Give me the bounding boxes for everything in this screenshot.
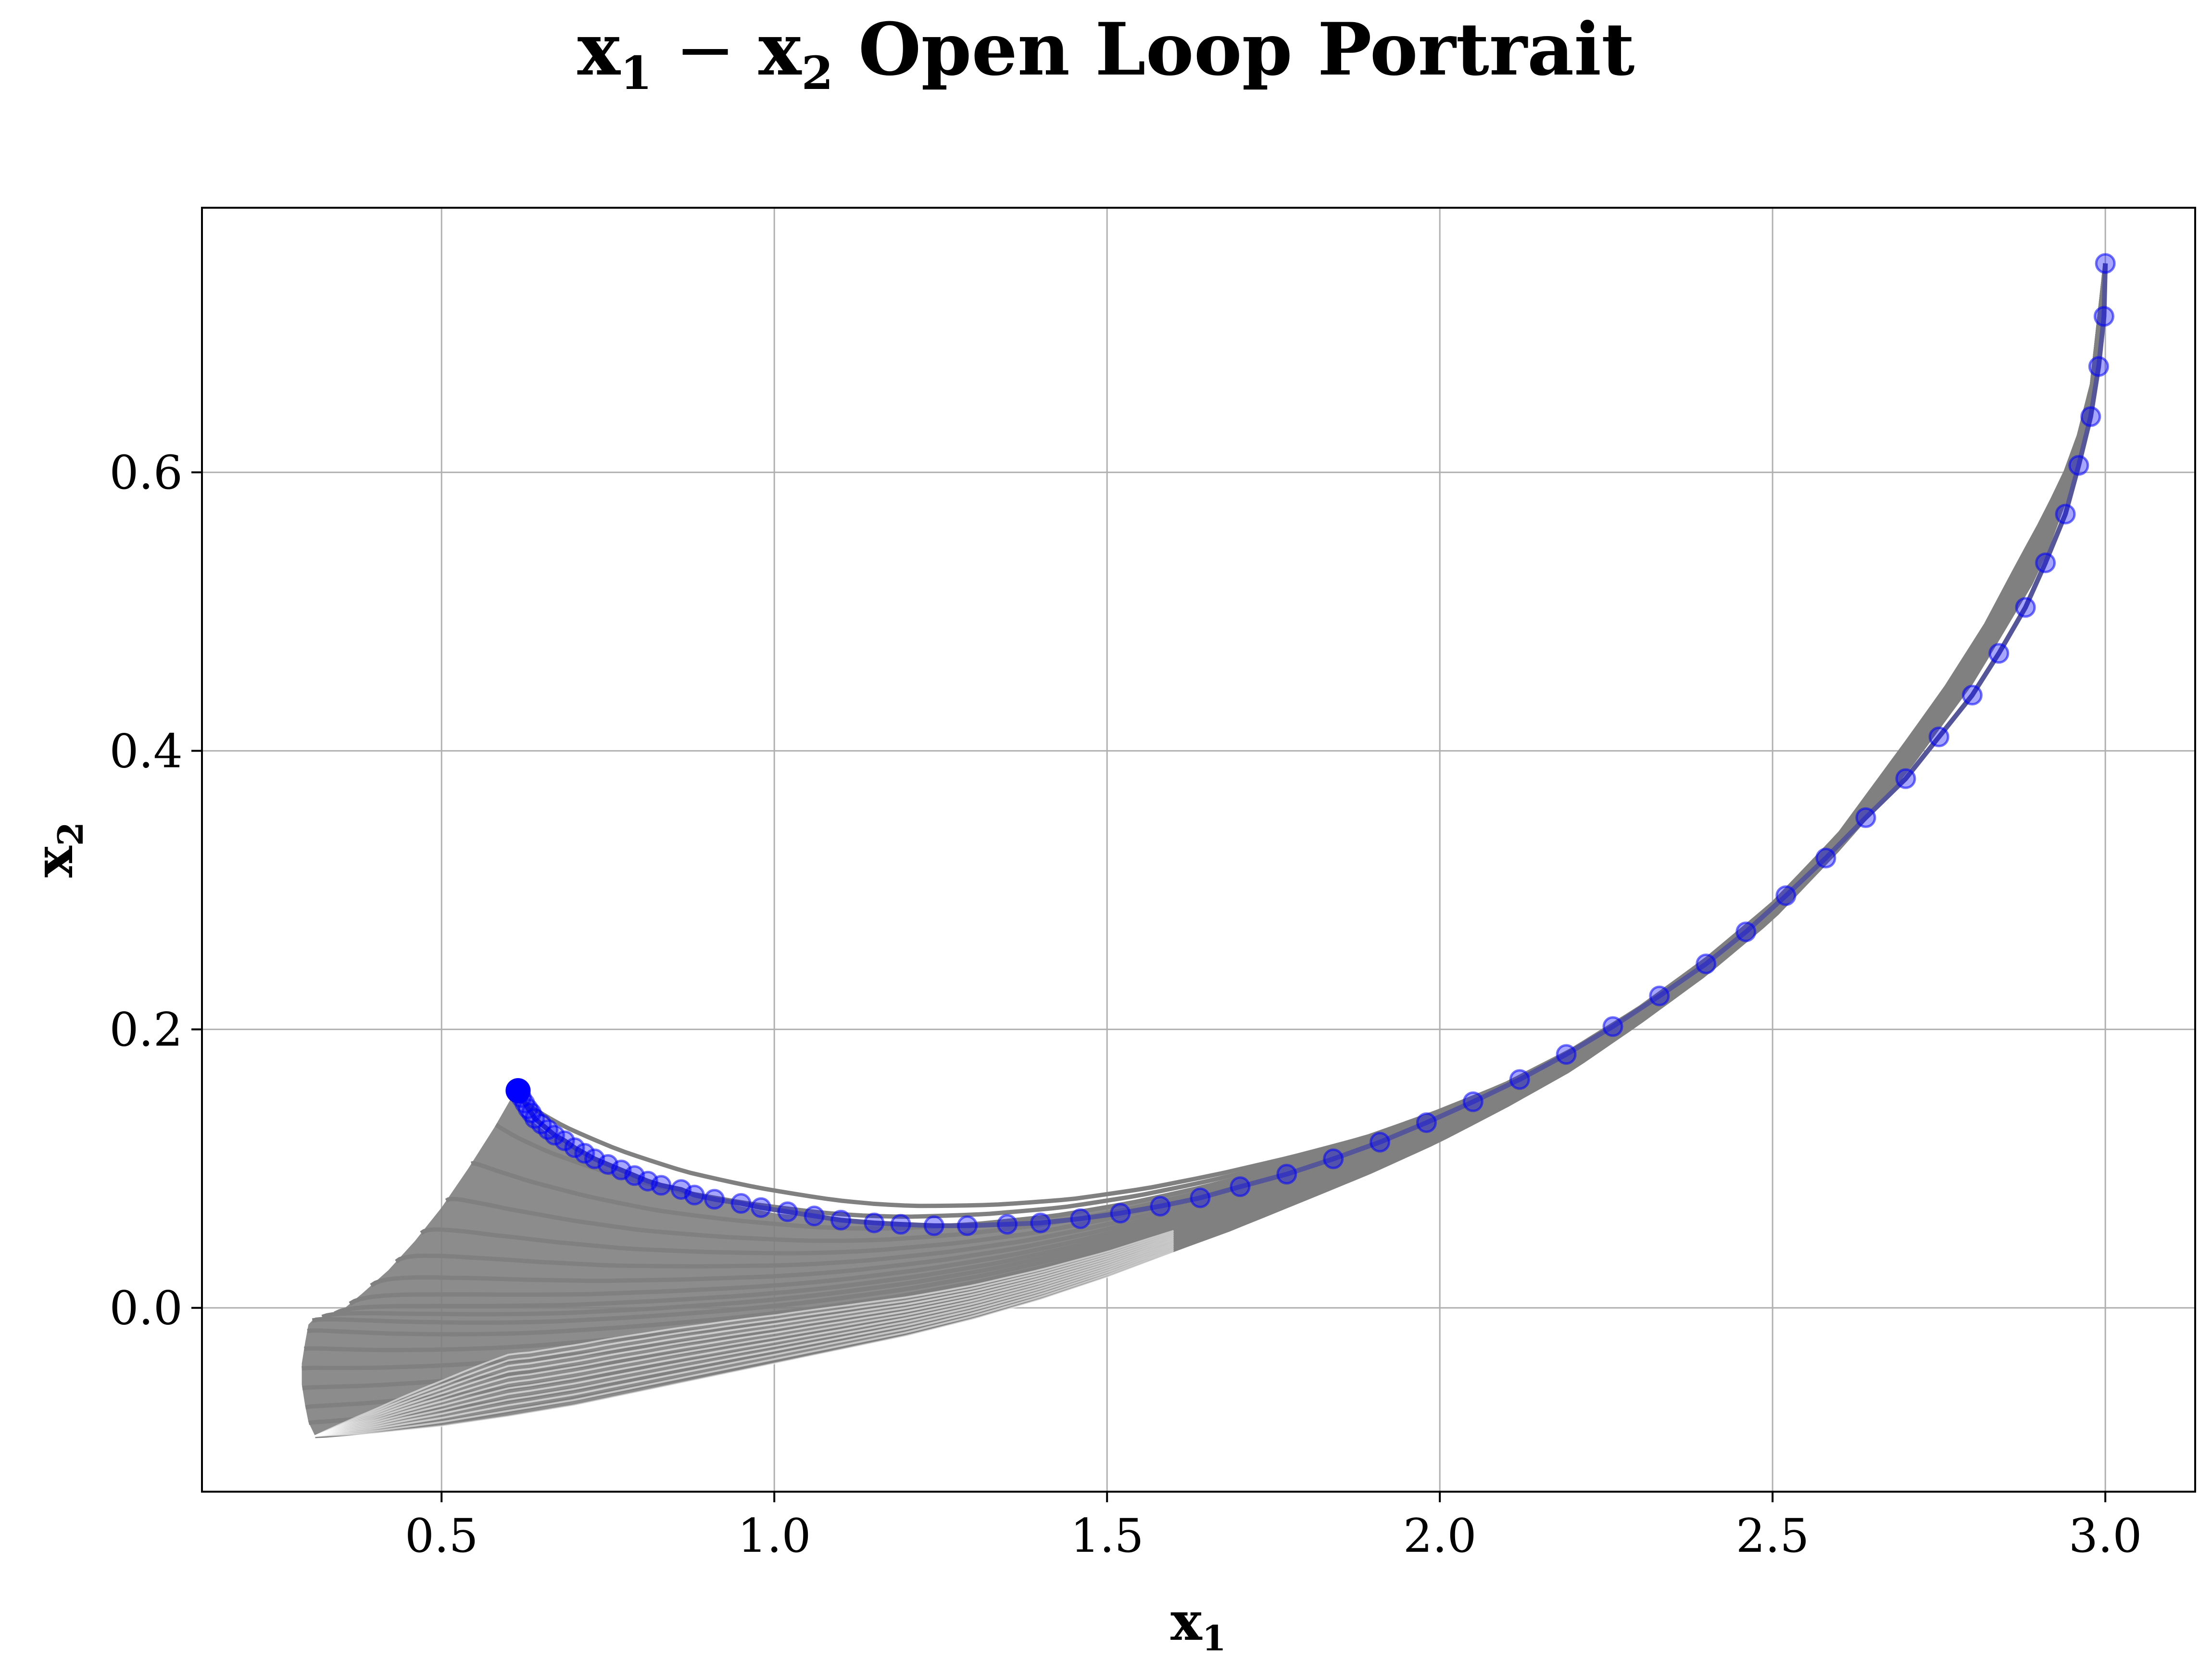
trajectory-point	[554, 1130, 575, 1151]
trajectory-point	[2035, 552, 2056, 573]
trajectory-point	[1696, 953, 1717, 974]
x-tick-label: 1.5	[1070, 1509, 1144, 1563]
trajectory-point	[890, 1214, 911, 1235]
trajectory-line	[314, 1239, 1174, 1437]
y-axis-label-sub: 2	[50, 822, 91, 846]
x-tick-label: 3.0	[2069, 1509, 2142, 1563]
y-tick-label: 0.2	[109, 1003, 183, 1057]
x-tick-label: 2.0	[1403, 1509, 1477, 1563]
trajectory-line	[495, 263, 2108, 1219]
trajectory-line	[445, 263, 2108, 1243]
trajectory-point	[1815, 847, 1836, 868]
trajectory-point	[1928, 726, 1949, 747]
x-axis-label-var: x	[1170, 1590, 1203, 1652]
y-axis-label-var: x	[23, 845, 85, 878]
trajectory-point	[804, 1206, 825, 1227]
trajectory-point	[2080, 406, 2101, 427]
trajectory-line	[314, 1245, 1174, 1437]
trajectory-point	[730, 1193, 752, 1214]
trajectory-point	[1775, 885, 1797, 906]
trajectory-line	[314, 1230, 1174, 1437]
trajectory-point	[1323, 1148, 1344, 1169]
trajectory-point	[957, 1215, 978, 1236]
x-axis-label-sub: 1	[1202, 1618, 1226, 1659]
trajectory-point	[1855, 807, 1876, 828]
trajectory-line	[314, 1241, 1174, 1437]
trajectory-point	[1988, 643, 2010, 664]
trajectory-point	[1030, 1212, 1051, 1233]
trajectory-fan-fill	[302, 263, 2106, 1436]
trajectory-point	[923, 1215, 944, 1236]
trajectory-point	[777, 1201, 798, 1222]
trajectory-point	[751, 1197, 772, 1218]
trajectory-point	[670, 1179, 691, 1200]
y-tick-label: 0.0	[109, 1282, 183, 1335]
trajectory-point	[2095, 253, 2116, 274]
trajectory-line	[314, 1243, 1174, 1437]
trajectory-point	[1150, 1195, 1171, 1217]
trajectory-line	[315, 1251, 1174, 1437]
trajectory-point	[1070, 1208, 1091, 1229]
y-axis-ticks: 0.0 0.2 0.4 0.6	[109, 446, 202, 1335]
trajectory-point	[864, 1212, 885, 1233]
trajectory-point	[584, 1148, 605, 1169]
trajectory-point	[997, 1214, 1018, 1235]
trajectory-point	[1416, 1112, 1437, 1133]
trajectory-point	[2088, 356, 2109, 377]
y-axis-label: x2	[23, 822, 91, 878]
trajectory-end-point	[505, 1078, 531, 1103]
x-tick-label: 0.5	[405, 1509, 478, 1563]
trajectory-line	[315, 1249, 1174, 1437]
trajectory-point	[1190, 1187, 1211, 1208]
trajectory-point	[1509, 1069, 1530, 1090]
trajectory-point	[574, 1143, 595, 1164]
trajectory-line	[420, 263, 2108, 1256]
trajectory-point	[1276, 1164, 1297, 1185]
trajectory-line	[315, 1247, 1174, 1437]
trajectory-point	[2093, 306, 2114, 327]
x-axis-label: x1	[1170, 1590, 1226, 1659]
y-tick-label: 0.4	[109, 724, 183, 778]
title-sub-1: 1	[620, 47, 652, 100]
title-sub-2: 2	[802, 47, 833, 100]
trajectory-line	[314, 1233, 1174, 1437]
trajectory-point	[1602, 1016, 1623, 1037]
trajectory-line	[314, 1237, 1174, 1437]
trajectory-point	[1110, 1203, 1131, 1224]
title-var-2: x	[758, 7, 802, 92]
trajectory-line	[314, 1232, 1174, 1437]
trajectory-point	[1370, 1131, 1391, 1153]
trajectory-point	[1230, 1176, 1251, 1197]
highlighted-trajectory	[505, 253, 2116, 1236]
trajectory-point	[2055, 503, 2076, 525]
trajectory-point	[704, 1189, 725, 1210]
trajectory-point	[1556, 1044, 1577, 1065]
trajectory-point	[1895, 768, 1916, 789]
trajectory-line	[314, 1235, 1174, 1437]
y-tick-label: 0.6	[109, 446, 183, 500]
title-rest: Open Loop Portrait	[833, 7, 1635, 92]
trajectory-line	[395, 263, 2108, 1269]
title-operator: −	[652, 8, 758, 92]
trajectory-line	[513, 263, 2108, 1208]
trajectory-point	[1462, 1091, 1483, 1112]
trajectory-point	[1961, 685, 1983, 706]
trajectory-point	[1735, 921, 1757, 943]
trajectory-point	[1649, 985, 1670, 1006]
title-var-1: x	[578, 7, 621, 92]
trajectory-line	[370, 263, 2108, 1288]
trajectory-line	[471, 263, 2108, 1231]
trajectory-point	[830, 1209, 852, 1231]
plot-frame	[201, 207, 2196, 1493]
chart-title: x1 − x2 Open Loop Portrait	[578, 7, 1635, 100]
trajectory-point	[2015, 597, 2036, 618]
highlighted-trajectory-line	[515, 263, 2108, 1228]
x-axis-ticks: 0.5 1.0 1.5 2.0 2.5 3.0	[405, 1492, 2142, 1563]
x-tick-label: 1.0	[738, 1509, 811, 1563]
trajectory-point	[2068, 455, 2089, 476]
x-tick-label: 2.5	[1736, 1509, 1810, 1563]
